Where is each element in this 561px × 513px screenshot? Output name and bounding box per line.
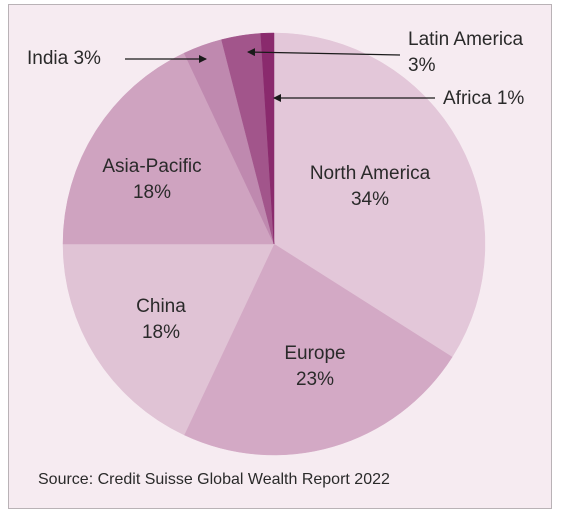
value-label: 3% [73,48,101,69]
category-label: Latin America [408,29,524,50]
category-label: Africa [443,88,492,109]
value-label: 18% [132,182,172,203]
source-note: Source: Credit Suisse Global Wealth Repo… [38,471,390,488]
slice-label: Asia-Pacific 18% [102,154,201,206]
value-label: 3% [408,55,436,76]
pie-slice [260,32,275,245]
slice-label: Africa 1% [443,86,524,112]
slice-label: Europe 23% [284,341,345,393]
pie-slice [62,243,275,436]
category-label: North America [309,163,431,184]
slice-label: Latin America 3% [408,27,538,79]
slice-label: India 3% [27,46,101,72]
slice-label: North America 34% [310,161,430,213]
leader-line [247,48,401,57]
pie-slice [183,243,453,456]
value-label: 1% [496,88,525,109]
pie-slice [273,32,486,358]
category-label: China [136,296,186,317]
category-label: Europe [284,343,346,364]
value-label: 34% [350,189,390,210]
category-label: India [27,48,69,69]
value-label: 18% [141,322,181,343]
category-label: Asia-Pacific [102,156,202,177]
slices [62,32,486,456]
pie-slice [62,52,275,245]
slice-label: China 18% [136,294,186,346]
value-label: 23% [295,369,335,390]
